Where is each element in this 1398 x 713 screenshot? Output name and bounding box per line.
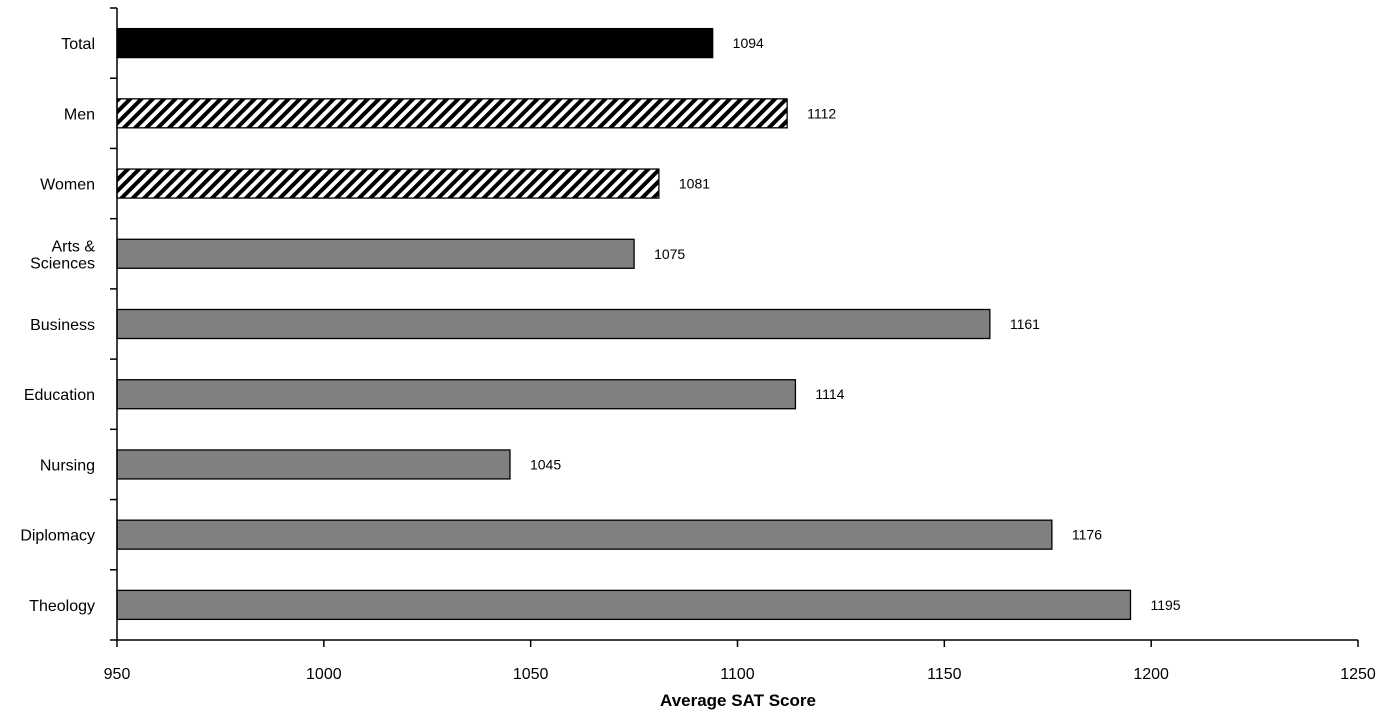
x-tick-label: 1200 bbox=[1133, 666, 1169, 683]
x-tick-label: 1100 bbox=[720, 666, 755, 683]
category-label: Business bbox=[30, 317, 95, 334]
bar-value-label: 1045 bbox=[530, 456, 561, 472]
category-label: Nursing bbox=[40, 457, 95, 474]
x-tick-label: 1150 bbox=[927, 666, 962, 683]
bar-value-label: 1112 bbox=[807, 105, 836, 121]
category-label: Education bbox=[24, 387, 95, 404]
bar-value-label: 1081 bbox=[679, 176, 710, 192]
bar-value-label: 1075 bbox=[654, 246, 685, 262]
category-label: Theology bbox=[29, 598, 95, 615]
bar-value-label: 1195 bbox=[1150, 597, 1180, 613]
x-tick-label: 1000 bbox=[306, 666, 342, 683]
bar-business bbox=[116, 308, 991, 340]
category-label: Arts & Sciences bbox=[30, 238, 95, 272]
bar-arts-sciences bbox=[116, 238, 635, 269]
bar-women bbox=[116, 168, 660, 199]
axes-layer: Total Men Women Arts & Sciences Business Educa… bbox=[20, 7, 1376, 683]
category-label: Men bbox=[64, 106, 95, 123]
category-label: Diplomacy bbox=[20, 528, 95, 545]
bars-layer: 1094 1112 1081 1075 1161 1114 1045 1176 1195 bbox=[116, 27, 1181, 621]
bar-men bbox=[116, 98, 788, 129]
category-label: Total bbox=[61, 36, 95, 53]
category-label: Women bbox=[40, 177, 95, 194]
bar-value-label: 1094 bbox=[733, 35, 764, 51]
bar-value-label: 1114 bbox=[815, 386, 844, 402]
bar-value-label: 1176 bbox=[1072, 527, 1102, 543]
bar-value-label: 1161 bbox=[1010, 316, 1040, 332]
bar-nursing bbox=[116, 449, 511, 480]
bar-total bbox=[116, 27, 714, 59]
x-tick-label: 1250 bbox=[1340, 666, 1376, 683]
bar-education bbox=[116, 379, 797, 410]
bar-theology bbox=[116, 589, 1132, 621]
x-tick-label: 950 bbox=[104, 666, 131, 683]
bar-diplomacy bbox=[116, 519, 1053, 550]
x-tick-label: 1050 bbox=[513, 666, 549, 683]
x-axis-title: Average SAT Score bbox=[660, 691, 816, 710]
